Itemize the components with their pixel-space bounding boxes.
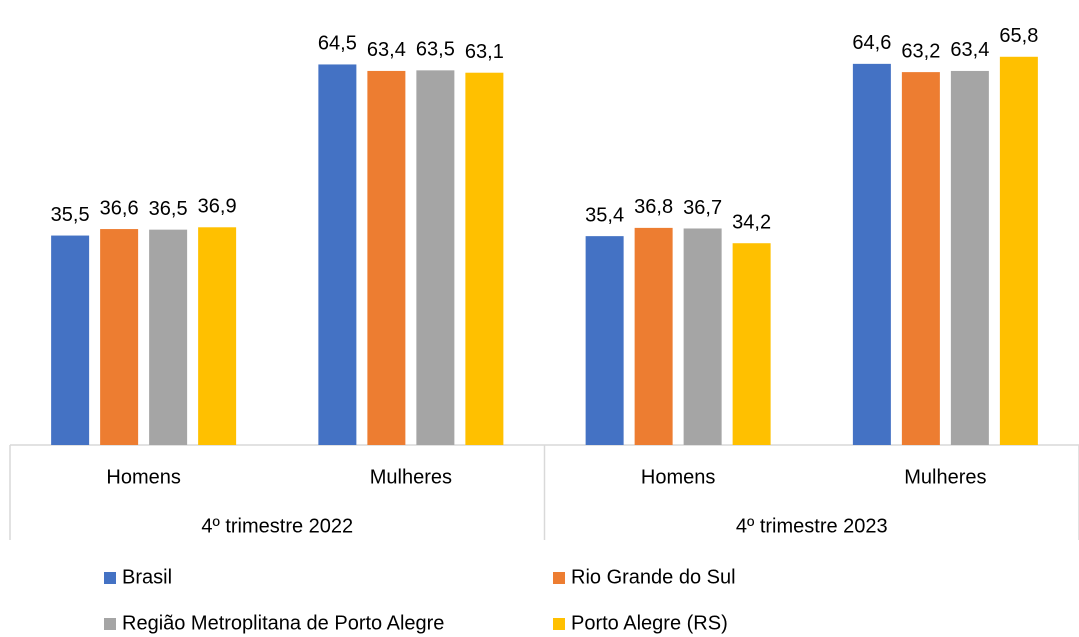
bar xyxy=(852,63,891,446)
bar xyxy=(149,229,188,445)
x-tick-label: Mulheres xyxy=(370,466,452,488)
legend-swatch xyxy=(553,572,565,584)
data-label: 34,2 xyxy=(732,212,771,234)
bar xyxy=(198,227,237,445)
data-label: 63,4 xyxy=(950,39,989,61)
data-label: 64,5 xyxy=(318,33,357,55)
x-tick-label: Homens xyxy=(641,466,715,488)
legend-swatch xyxy=(104,572,116,584)
data-label: 63,5 xyxy=(416,39,455,61)
bar xyxy=(465,72,504,446)
data-label: 36,6 xyxy=(100,197,139,219)
legend-label: Rio Grande do Sul xyxy=(571,566,736,588)
legend-label: Porto Alegre (RS) xyxy=(571,612,728,634)
legend-label: Região Metroplitana de Porto Alegre xyxy=(122,612,444,634)
data-label: 36,8 xyxy=(634,196,673,218)
legend-label: Brasil xyxy=(122,566,172,588)
bar xyxy=(634,227,673,445)
bar xyxy=(732,243,771,445)
bar xyxy=(683,228,722,445)
data-label: 35,4 xyxy=(585,204,624,226)
data-label: 36,9 xyxy=(198,196,237,218)
x-tick-label: Homens xyxy=(106,466,180,488)
data-label: 65,8 xyxy=(999,25,1038,47)
legend-swatch xyxy=(104,618,116,630)
bar xyxy=(585,236,624,445)
bar xyxy=(950,70,989,445)
data-label: 63,1 xyxy=(465,41,504,63)
data-label: 64,6 xyxy=(852,32,891,54)
bar xyxy=(901,72,940,446)
data-label: 36,5 xyxy=(149,198,188,220)
data-label: 63,2 xyxy=(901,40,940,62)
bar xyxy=(318,64,357,445)
group-label: 4º trimestre 2022 xyxy=(201,515,353,537)
group-label: 4º trimestre 2023 xyxy=(736,515,888,537)
data-label: 63,4 xyxy=(367,39,406,61)
bar xyxy=(51,235,90,445)
bar xyxy=(999,56,1038,445)
bar xyxy=(416,70,455,445)
legend-swatch xyxy=(553,618,565,630)
bar xyxy=(100,229,139,445)
data-label: 36,7 xyxy=(683,197,722,219)
data-label: 35,5 xyxy=(51,204,90,226)
bar xyxy=(367,70,406,445)
x-tick-label: Mulheres xyxy=(904,466,986,488)
